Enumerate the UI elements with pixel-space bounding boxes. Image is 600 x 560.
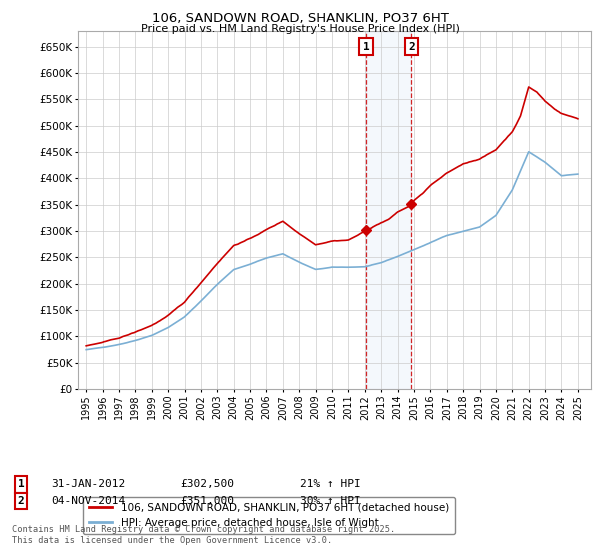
Text: 30% ↑ HPI: 30% ↑ HPI [300,496,361,506]
Bar [366,31,412,389]
Text: Price paid vs. HM Land Registry's House Price Index (HPI): Price paid vs. HM Land Registry's House … [140,24,460,34]
Text: 21% ↑ HPI: 21% ↑ HPI [300,479,361,489]
Text: 106, SANDOWN ROAD, SHANKLIN, PO37 6HT: 106, SANDOWN ROAD, SHANKLIN, PO37 6HT [152,12,448,25]
Text: £302,500: £302,500 [180,479,234,489]
Text: 04-NOV-2014: 04-NOV-2014 [51,496,125,506]
Text: £351,000: £351,000 [180,496,234,506]
Text: 2: 2 [17,496,25,506]
Text: Contains HM Land Registry data © Crown copyright and database right 2025.
This d: Contains HM Land Registry data © Crown c… [12,525,395,545]
Text: 1: 1 [363,41,370,52]
Text: 31-JAN-2012: 31-JAN-2012 [51,479,125,489]
Text: 1: 1 [17,479,25,489]
Legend: 106, SANDOWN ROAD, SHANKLIN, PO37 6HT (detached house), HPI: Average price, deta: 106, SANDOWN ROAD, SHANKLIN, PO37 6HT (d… [83,497,455,534]
Text: 2: 2 [408,41,415,52]
